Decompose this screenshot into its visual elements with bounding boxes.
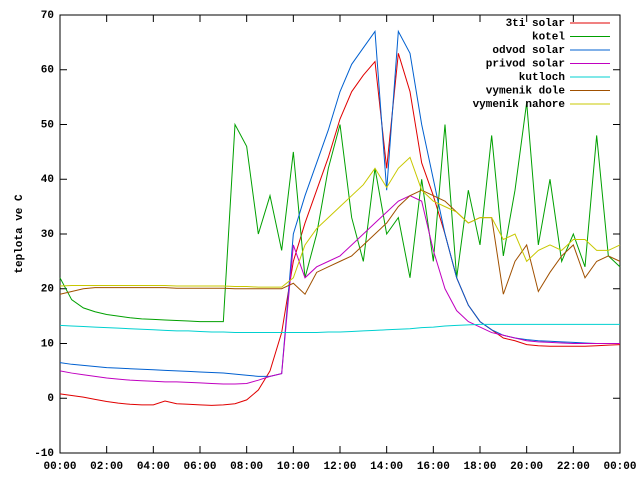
- x-tick-label: 08:00: [230, 461, 263, 473]
- y-tick-label: 20: [41, 284, 54, 296]
- y-tick-label: 70: [41, 10, 54, 22]
- x-tick-label: 02:00: [90, 461, 123, 473]
- legend-label: vymenik dole: [486, 85, 566, 97]
- series-line: [59, 29, 620, 377]
- x-tick-label: 04:00: [137, 461, 170, 473]
- x-tick-label: 14:00: [370, 461, 403, 473]
- x-tick-label: 18:00: [463, 461, 496, 473]
- x-tick-label: 22:00: [557, 461, 590, 473]
- series-line: [59, 156, 621, 288]
- legend-label: kutloch: [519, 72, 565, 84]
- y-tick-label: -10: [34, 448, 54, 460]
- x-tick-label: 10:00: [277, 461, 310, 473]
- x-tick-label: 00:00: [603, 461, 636, 473]
- y-tick-label: 30: [41, 229, 54, 241]
- series-line: [59, 189, 621, 296]
- y-tick-label: 40: [41, 174, 54, 186]
- series-line: [59, 323, 620, 334]
- legend-label: 3ti solar: [506, 18, 565, 30]
- y-tick-label: 60: [41, 65, 54, 77]
- legend-label: vymenik nahore: [473, 99, 566, 111]
- y-axis-label: teplota ve C: [14, 194, 26, 274]
- x-tick-label: 06:00: [183, 461, 216, 473]
- legend-label: kotel: [532, 31, 565, 43]
- y-tick-label: 0: [47, 393, 54, 405]
- x-tick-label: 00:00: [43, 461, 76, 473]
- x-tick-label: 16:00: [417, 461, 450, 473]
- x-tick-label: 20:00: [510, 461, 543, 473]
- series-line: [59, 195, 620, 385]
- series-line: [59, 102, 621, 323]
- y-tick-label: 10: [41, 338, 54, 350]
- legend-label: privod solar: [486, 58, 565, 70]
- legend-label: odvod solar: [492, 45, 565, 57]
- x-tick-label: 12:00: [323, 461, 356, 473]
- y-tick-label: 50: [41, 119, 54, 131]
- series-line: [59, 53, 621, 406]
